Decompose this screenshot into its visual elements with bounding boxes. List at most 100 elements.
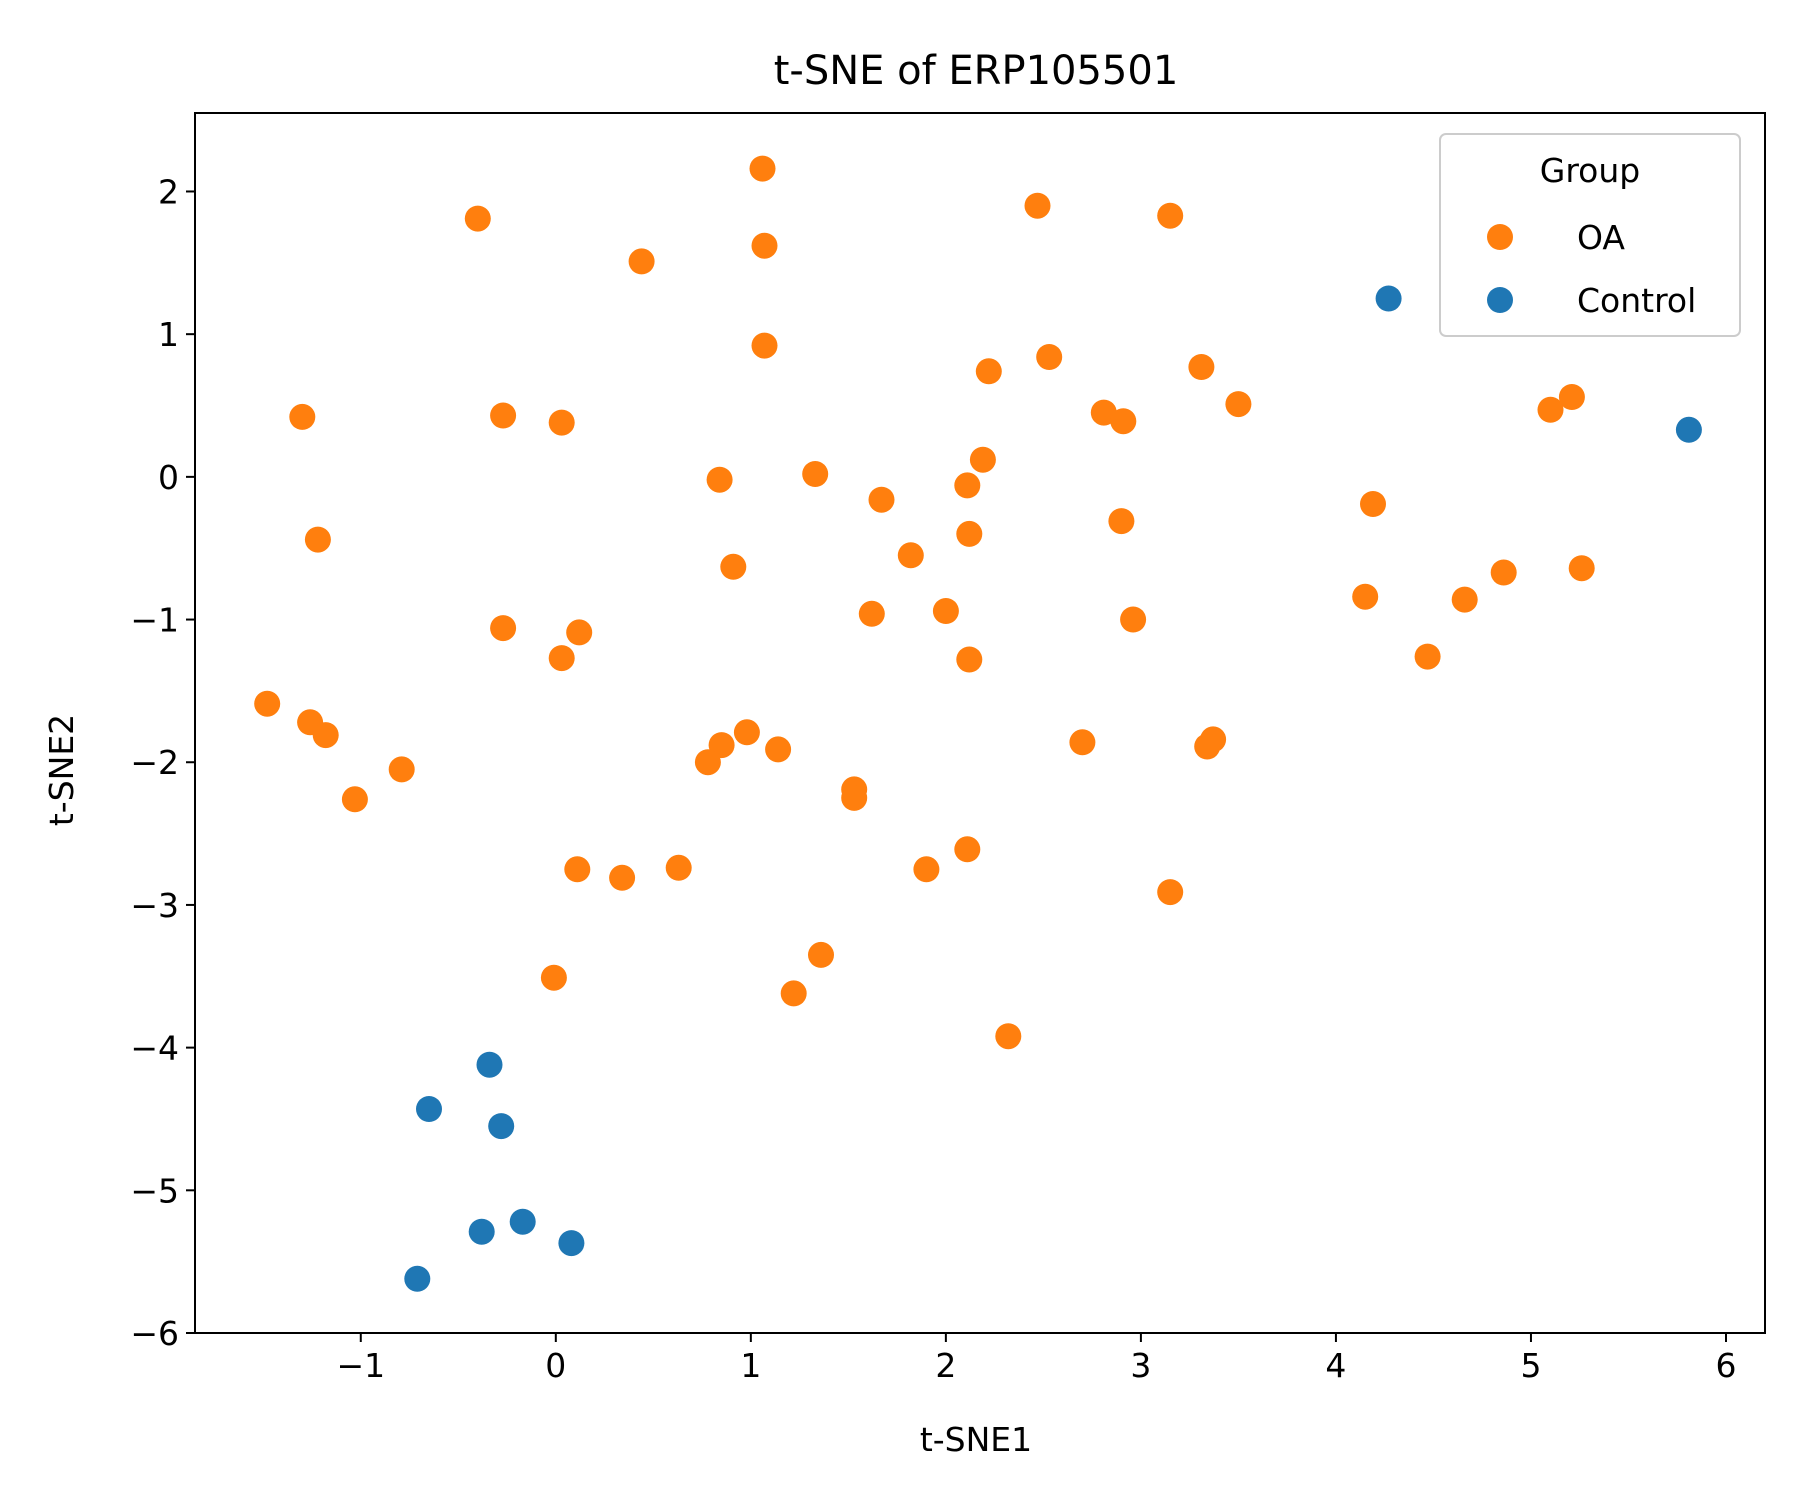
- data-point-oa: [665, 854, 692, 881]
- data-point-oa: [694, 749, 721, 776]
- data-point-oa: [1194, 733, 1221, 760]
- data-point-oa: [1225, 391, 1252, 418]
- data-point-oa: [841, 784, 868, 811]
- y-tick-label: −1: [130, 601, 179, 640]
- y-tick-label: 1: [158, 315, 179, 354]
- x-tick-label: 1: [740, 1346, 761, 1385]
- data-point-oa: [1490, 559, 1517, 586]
- data-point-control: [404, 1265, 431, 1292]
- legend: Group OA Control: [1439, 133, 1741, 337]
- data-point-oa: [628, 248, 655, 275]
- data-point-oa: [1451, 586, 1478, 613]
- data-point-oa: [1157, 879, 1184, 906]
- x-axis-label: t-SNE1: [920, 1420, 1032, 1459]
- data-point-oa: [706, 466, 733, 493]
- data-point-oa: [548, 645, 575, 672]
- data-point-oa: [913, 856, 940, 883]
- y-tick-label: 0: [158, 458, 179, 497]
- data-point-oa: [995, 1023, 1022, 1050]
- x-tick-label: 5: [1520, 1346, 1541, 1385]
- data-point-oa: [1537, 396, 1564, 423]
- data-point-oa: [490, 402, 517, 429]
- data-point-oa: [808, 941, 834, 968]
- legend-marker-control: [1487, 287, 1513, 313]
- data-point-oa: [868, 486, 895, 513]
- data-point-oa: [1360, 491, 1386, 517]
- data-point-oa: [956, 520, 983, 547]
- data-point-oa: [1414, 643, 1441, 670]
- plot-area: −1 0 1 2 3 4 5 6 −6 −5 −4 −3 −2 −1 0 1 2: [130, 112, 1766, 1385]
- data-point-oa: [765, 736, 792, 763]
- data-point-control: [1675, 416, 1702, 443]
- data-point-oa: [312, 722, 339, 749]
- data-point-oa: [289, 403, 316, 430]
- data-point-oa: [304, 526, 331, 553]
- x-tick-label: 3: [1130, 1346, 1151, 1385]
- legend-title: Group: [1540, 151, 1640, 190]
- y-tick-label: −5: [130, 1171, 179, 1210]
- data-point-oa: [858, 600, 885, 627]
- data-point-oa: [566, 619, 593, 646]
- y-axis-label: t-SNE2: [42, 714, 81, 826]
- data-point-oa: [1188, 354, 1215, 380]
- data-point-oa: [1110, 408, 1137, 435]
- x-tick-label: 6: [1715, 1346, 1736, 1385]
- legend-marker-oa: [1487, 224, 1513, 250]
- data-point-oa: [540, 964, 567, 991]
- data-point-control: [416, 1096, 442, 1122]
- data-point-oa: [897, 542, 924, 569]
- data-point-oa: [1157, 202, 1184, 229]
- data-point-oa: [1069, 729, 1096, 756]
- data-point-oa: [464, 205, 491, 232]
- x-tick-label: 4: [1325, 1346, 1346, 1385]
- data-point-oa: [1024, 192, 1051, 219]
- data-point-control: [476, 1051, 503, 1078]
- x-tick-label: 0: [545, 1346, 566, 1385]
- data-point-oa: [1036, 344, 1063, 370]
- y-tick-label: −6: [130, 1314, 179, 1353]
- legend-box: [1439, 133, 1741, 337]
- data-point-oa: [490, 615, 517, 642]
- data-point-oa: [1120, 606, 1147, 633]
- y-tick-label: −2: [130, 743, 179, 782]
- data-point-oa: [802, 461, 829, 487]
- data-point-oa: [751, 232, 778, 259]
- data-point-oa: [975, 358, 1002, 385]
- data-point-oa: [388, 756, 415, 783]
- data-point-control: [468, 1218, 495, 1245]
- data-point-oa: [954, 472, 981, 499]
- data-point-oa: [932, 598, 959, 624]
- x-tick-label: 2: [935, 1346, 956, 1385]
- legend-label-control: Control: [1577, 281, 1696, 320]
- y-tick-label: −4: [130, 1029, 179, 1068]
- data-point-oa: [609, 864, 636, 891]
- data-point-oa: [954, 836, 981, 863]
- data-point-oa: [969, 446, 996, 473]
- y-tick-label: −3: [130, 886, 179, 925]
- y-tick-label: 2: [158, 172, 179, 211]
- data-point-oa: [341, 786, 368, 813]
- data-point-oa: [720, 553, 747, 580]
- chart-title: t-SNE of ERP105501: [774, 48, 1179, 94]
- data-point-oa: [1558, 384, 1585, 410]
- axes-frame: [194, 112, 1766, 1334]
- data-point-oa: [751, 332, 778, 359]
- data-point-oa: [1090, 399, 1117, 426]
- data-point-control: [509, 1208, 536, 1235]
- data-point-oa: [254, 690, 281, 717]
- data-point-control: [1375, 285, 1402, 312]
- x-tick-label: −1: [336, 1346, 385, 1385]
- data-point-oa: [1352, 583, 1379, 610]
- data-point-oa: [749, 155, 776, 182]
- data-point-oa: [564, 856, 591, 883]
- data-point-control: [558, 1230, 585, 1257]
- data-point-oa: [548, 409, 575, 436]
- data-point-oa: [780, 980, 807, 1007]
- data-point-oa: [1108, 508, 1135, 535]
- legend-label-oa: OA: [1577, 218, 1625, 257]
- data-point-control: [488, 1113, 515, 1140]
- data-point-oa: [733, 719, 760, 746]
- data-point-oa: [1568, 555, 1595, 582]
